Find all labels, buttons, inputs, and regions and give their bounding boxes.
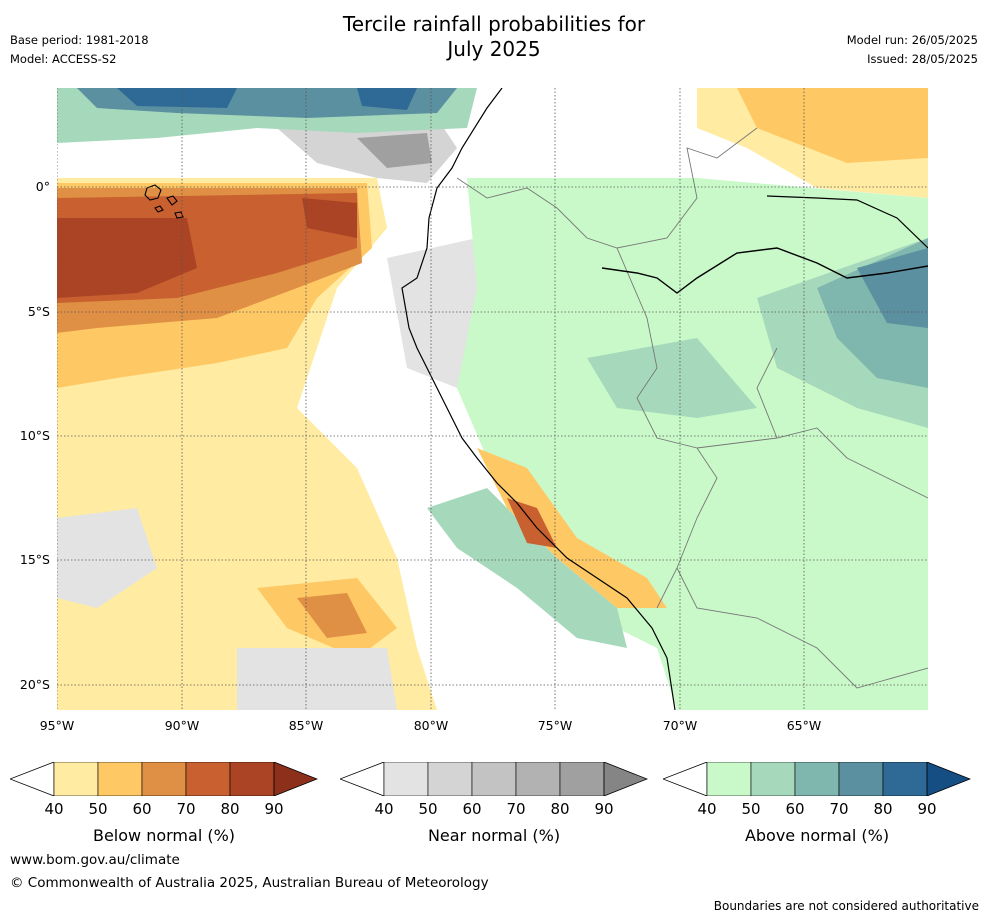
above-normal-region-north-darkest: [117, 88, 417, 110]
colorbar-label-near: Near normal (%): [427, 826, 561, 845]
colorbar-above-segment: [794, 762, 840, 796]
colorbar-below-tick: 40: [44, 800, 64, 818]
lat-label-10s: 10°S: [19, 428, 50, 443]
base-period: Base period: 1981-2018: [10, 33, 149, 47]
colorbar-below-extend-low: [10, 762, 55, 796]
amazon-river: [601, 247, 928, 294]
colorbar-above-segment: [838, 762, 884, 796]
lon-label-80w: 80°W: [413, 718, 449, 733]
lon-label-90w: 90°W: [164, 718, 200, 733]
lon-label-85w: 85°W: [288, 718, 324, 733]
galapagos-islands: [144, 184, 184, 219]
colorbar-below-segment: [97, 762, 143, 796]
lat-label-5s: 5°S: [27, 304, 50, 319]
colorbar-near-tick: 80: [550, 800, 570, 818]
colorbar-near-segment: [427, 762, 473, 796]
country-borders: [456, 127, 928, 689]
lon-label-95w: 95°W: [39, 718, 75, 733]
colorbar-above-segment: [750, 762, 796, 796]
rainfall-probability-map: [57, 88, 928, 710]
model-name: Model: ACCESS-S2: [10, 52, 117, 66]
colorbar-below-extend-high: [273, 762, 318, 796]
colorbar-above-extend-high: [926, 762, 971, 796]
lat-label-15s: 15°S: [19, 552, 50, 567]
colorbar-below-segment: [185, 762, 231, 796]
copyright-text: © Commonwealth of Australia 2025, Austra…: [10, 875, 489, 891]
above-normal-region-inland: [587, 338, 757, 418]
colorbar-near-tick: 70: [506, 800, 526, 818]
colorbar-near-tick: 60: [462, 800, 482, 818]
model-run: Model run: 26/05/2025: [846, 33, 978, 47]
title-line-1: Tercile rainfall probabilities for: [342, 12, 646, 36]
near-normal-region-north-dark: [357, 133, 432, 168]
colorbar-above-tick: 60: [785, 800, 805, 818]
disclaimer-text: Boundaries are not considered authoritat…: [713, 899, 979, 913]
colorbar-below-tick: 60: [132, 800, 152, 818]
colorbar-below-segment: [229, 762, 275, 796]
colorbar-below-segment: [141, 762, 187, 796]
colorbar-above-tick: 40: [697, 800, 717, 818]
below-normal-region-northeast-50: [737, 88, 928, 163]
colorbar-near-tick: 90: [594, 800, 614, 818]
colorbar-below-tick: 90: [264, 800, 284, 818]
colorbar-below-tick: 80: [220, 800, 240, 818]
lat-label-0: 0°: [35, 179, 50, 194]
lon-label-65w: 65°W: [786, 718, 822, 733]
colorbar-above-segment: [882, 762, 928, 796]
colorbar-above-tick: 50: [741, 800, 761, 818]
colorbar-label-below: Below normal (%): [92, 826, 236, 845]
colorbar-above-tick: 90: [917, 800, 937, 818]
below-normal-south-patch-2: [297, 593, 367, 638]
colorbar-near-tick: 40: [374, 800, 394, 818]
river-north: [766, 195, 928, 249]
colorbar-above-normal: [663, 762, 971, 796]
colorbar-near-extend-low: [340, 762, 385, 796]
below-normal-coastal-strip: [477, 448, 667, 608]
issued-date: Issued: 28/05/2025: [867, 52, 978, 66]
colorbar-below-segment: [53, 762, 99, 796]
metadata-right: Model run: 26/05/2025 Issued: 28/05/2025: [847, 31, 978, 69]
lat-label-20s: 20°S: [19, 677, 50, 692]
metadata-left: Base period: 1981-2018 Model: ACCESS-S2: [10, 31, 149, 69]
lon-label-75w: 75°W: [537, 718, 573, 733]
colorbar-above-tick: 80: [873, 800, 893, 818]
colorbar-near-segment: [471, 762, 517, 796]
below-normal-region-80: [57, 198, 357, 298]
above-normal-region-coastal: [427, 488, 627, 648]
lon-label-70w: 70°W: [662, 718, 698, 733]
above-normal-region-east-80: [857, 248, 928, 328]
colorbar-below-normal: [10, 762, 318, 796]
colorbar-above-segment: [706, 762, 752, 796]
coastline: [401, 88, 676, 710]
colorbar-below-tick: 70: [176, 800, 196, 818]
colorbar-near-tick: 50: [418, 800, 438, 818]
title-line-2: July 2025: [447, 37, 541, 61]
colorbar-below-tick: 50: [88, 800, 108, 818]
gridlines: [57, 88, 928, 710]
colorbar-near-segment: [515, 762, 561, 796]
colorbar-label-above: Above normal (%): [744, 826, 890, 845]
colorbar-above-tick: 70: [829, 800, 849, 818]
near-normal-region-west: [57, 508, 157, 608]
near-normal-region-south: [237, 648, 397, 710]
colorbar-above-extend-low: [663, 762, 708, 796]
colorbar-near-normal: [340, 762, 648, 796]
website-link[interactable]: www.bom.gov.au/climate: [10, 852, 180, 868]
map-title: Tercile rainfall probabilities for July …: [0, 12, 988, 62]
colorbar-near-segment: [383, 762, 429, 796]
colorbar-near-extend-high: [603, 762, 648, 796]
colorbar-near-segment: [559, 762, 605, 796]
